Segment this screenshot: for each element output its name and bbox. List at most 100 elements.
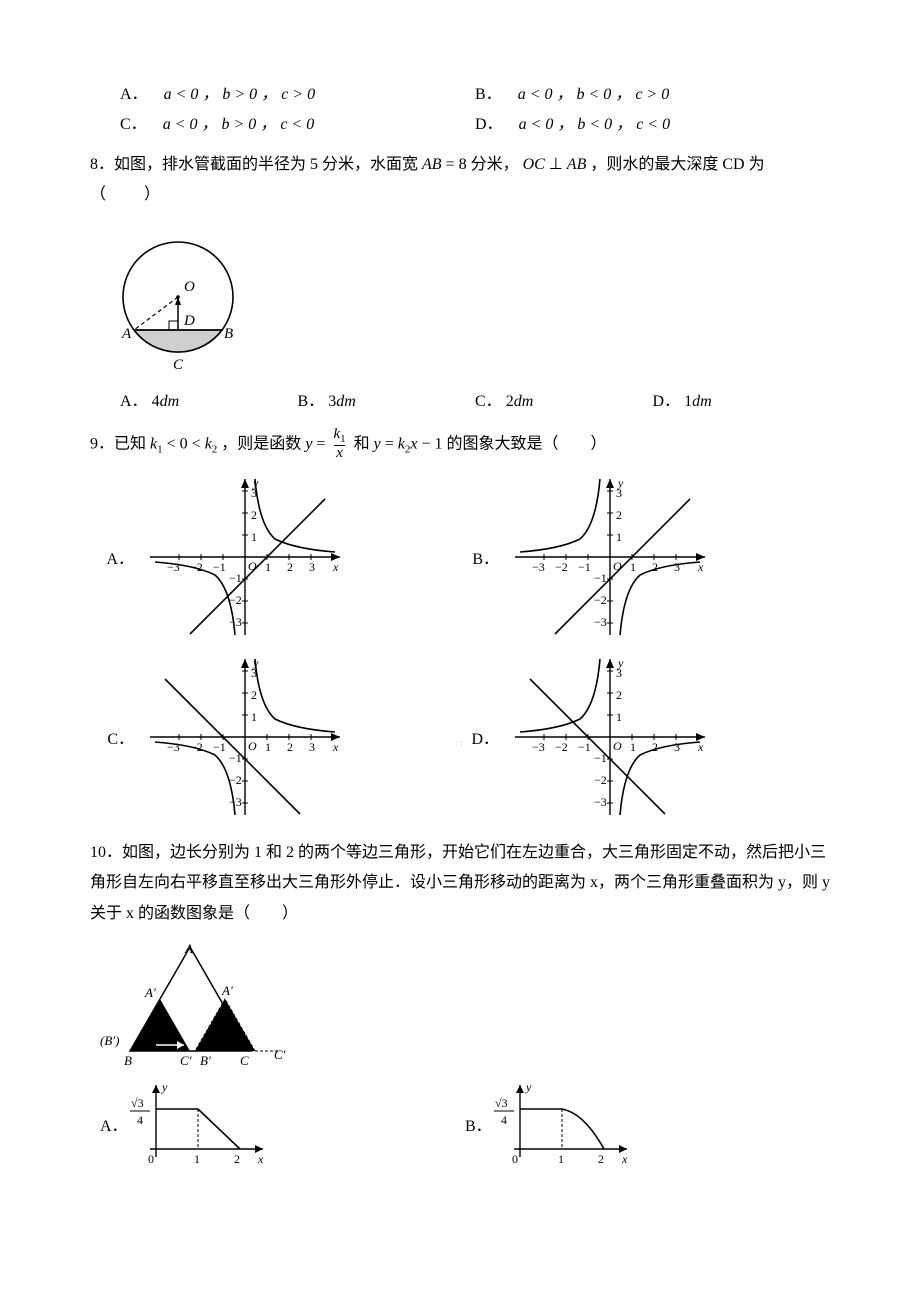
q9-A-svg: −3−2−1 123 123 −1−2−3 xy O bbox=[140, 472, 350, 642]
svg-text:1: 1 bbox=[558, 1152, 564, 1166]
q8-ab2: AB bbox=[567, 156, 587, 173]
q8-mid: 分米， bbox=[467, 156, 523, 173]
svg-text:2: 2 bbox=[287, 740, 293, 754]
svg-text:B′: B′ bbox=[200, 1053, 211, 1068]
svg-text:y: y bbox=[161, 1080, 168, 1094]
svg-text:2: 2 bbox=[598, 1152, 604, 1166]
svg-text:1: 1 bbox=[251, 710, 257, 724]
q9-C-lbl: C． bbox=[100, 725, 134, 749]
svg-text:−1: −1 bbox=[578, 740, 591, 754]
q9-D-lbl: D． bbox=[465, 725, 499, 749]
svg-text:0: 0 bbox=[512, 1152, 518, 1166]
lbl-D: D bbox=[183, 313, 195, 329]
q8-abval: 8 bbox=[459, 156, 467, 173]
q7-opt-c: C． a < 0 ， b > 0 ， c < 0 bbox=[120, 110, 475, 134]
svg-text:−1: −1 bbox=[594, 571, 607, 585]
lbl-C: C bbox=[173, 357, 184, 373]
svg-text:−3: −3 bbox=[229, 795, 242, 809]
lbl-A: A bbox=[121, 326, 132, 342]
lbl-B: B bbox=[224, 326, 233, 342]
q9-mid1: ，则是函数 bbox=[217, 435, 305, 452]
q8-post: ，则水的最大深度 CD 为 bbox=[586, 156, 764, 173]
svg-text:−3: −3 bbox=[167, 560, 180, 574]
svg-text:2: 2 bbox=[652, 560, 658, 574]
svg-text:1: 1 bbox=[630, 740, 636, 754]
circle-diagram: O D A B C bbox=[98, 225, 258, 375]
svg-text:−1: −1 bbox=[229, 571, 242, 585]
svg-text:1: 1 bbox=[265, 560, 271, 574]
q10-A-lbl: A． bbox=[100, 1112, 128, 1136]
svg-text:3: 3 bbox=[674, 560, 680, 574]
q8-num: 8． bbox=[90, 156, 114, 173]
q9-num: 9． bbox=[90, 435, 114, 452]
svg-text:3: 3 bbox=[309, 740, 315, 754]
svg-text:(B′): (B′) bbox=[100, 1033, 119, 1048]
svg-text:2: 2 bbox=[251, 508, 257, 522]
svg-text:A: A bbox=[184, 941, 193, 956]
q9-B-svg: −3−2−1123123−1−2−3xyO bbox=[505, 472, 715, 642]
q9-D-svg: −3−2−1123123−1−2−3xyO bbox=[505, 652, 715, 822]
q8-a-v: 4dm bbox=[152, 393, 180, 410]
q7-a-text: a < 0 ， b > 0 ， c > 0 bbox=[164, 86, 316, 103]
svg-text:2: 2 bbox=[652, 740, 658, 754]
svg-text:−3: −3 bbox=[594, 795, 607, 809]
q9-A: A． −3−2−1 123 123 −1−2−3 xy O bbox=[100, 472, 465, 642]
q9-graphs: A． −3−2−1 123 123 −1−2−3 xy O bbox=[90, 472, 830, 832]
svg-text:−3: −3 bbox=[594, 615, 607, 629]
svg-text:1: 1 bbox=[630, 560, 636, 574]
svg-text:−1: −1 bbox=[213, 560, 226, 574]
q7-c-text: a < 0 ， b > 0 ， c < 0 bbox=[163, 116, 315, 133]
svg-text:1: 1 bbox=[616, 530, 622, 544]
ol-A: A． bbox=[120, 393, 148, 410]
q7-options-cd: C． a < 0 ， b > 0 ， c < 0 D． a < 0 ， b < … bbox=[90, 110, 830, 134]
q10-B-lbl: B． bbox=[465, 1112, 492, 1136]
q8-paren: （ ） bbox=[90, 186, 162, 203]
svg-text:2: 2 bbox=[234, 1152, 240, 1166]
q8-c: C． 2dm bbox=[475, 387, 653, 411]
triangles-diagram: A A′ A′ (B′) B C′ B′ C C′ bbox=[100, 941, 300, 1071]
q8-blank: （ ） bbox=[90, 180, 830, 210]
svg-text:y: y bbox=[617, 656, 624, 670]
q8-b: B． 3dm bbox=[298, 387, 476, 411]
svg-text:−3: −3 bbox=[229, 615, 242, 629]
q8-ab: AB bbox=[422, 156, 442, 173]
svg-text:−1: −1 bbox=[213, 740, 226, 754]
svg-text:2: 2 bbox=[616, 508, 622, 522]
svg-text:√3: √3 bbox=[495, 1096, 508, 1110]
q8-c-v: 2dm bbox=[506, 393, 534, 410]
q9-B: B． −3−2−1123123−1−2−3xyO bbox=[465, 472, 830, 642]
q10-figure: A A′ A′ (B′) B C′ B′ C C′ bbox=[100, 941, 830, 1071]
svg-text:y: y bbox=[525, 1080, 532, 1094]
q8-options: A． 4dm B． 3dm C． 2dm D． 1dm bbox=[90, 387, 830, 411]
svg-text:A′: A′ bbox=[144, 985, 156, 1000]
q10-stem: 10．如图，边长分别为 1 和 2 的两个等边三角形，开始它们在左边重合，大三角… bbox=[90, 838, 830, 929]
q8-pre: 如图，排水管截面的半径为 5 分米，水面宽 bbox=[114, 156, 422, 173]
q9-post: 的图象大致是（ ） bbox=[443, 435, 607, 452]
svg-text:C′: C′ bbox=[274, 1047, 286, 1062]
q8-oc: OC bbox=[523, 156, 545, 173]
q7-d-text: a < 0 ， b < 0 ， c < 0 bbox=[519, 116, 671, 133]
q7-opt-d: D． a < 0 ， b < 0 ， c < 0 bbox=[475, 110, 830, 134]
lbl-O: O bbox=[184, 279, 195, 295]
q9-frac-den: x bbox=[334, 445, 345, 462]
q8-d: D． 1dm bbox=[653, 387, 831, 411]
svg-text:−3: −3 bbox=[532, 560, 545, 574]
svg-text:1: 1 bbox=[616, 710, 622, 724]
svg-text:1: 1 bbox=[265, 740, 271, 754]
q10-num: 10． bbox=[90, 844, 122, 861]
page: A． a < 0 ， b > 0 ， c > 0 B． a < 0 ， b < … bbox=[0, 0, 920, 1302]
svg-text:A′: A′ bbox=[221, 983, 233, 998]
opt-label-d: D． bbox=[475, 116, 503, 133]
q9-C-svg: −3−2−1123123−1−2−3xyO bbox=[140, 652, 350, 822]
svg-text:3: 3 bbox=[309, 560, 315, 574]
opt-label-b: B． bbox=[475, 86, 502, 103]
q7-options-ab: A． a < 0 ， b > 0 ， c > 0 B． a < 0 ， b < … bbox=[90, 80, 830, 104]
svg-text:√3: √3 bbox=[131, 1096, 144, 1110]
svg-text:C: C bbox=[240, 1053, 249, 1068]
q9-B-lbl: B． bbox=[465, 545, 499, 569]
q10-text: 如图，边长分别为 1 和 2 的两个等边三角形，开始它们在左边重合，大三角形固定… bbox=[90, 844, 830, 922]
svg-text:1: 1 bbox=[194, 1152, 200, 1166]
q10-B-svg: √3 4 0 1 2 x y bbox=[492, 1079, 642, 1169]
svg-text:1: 1 bbox=[251, 530, 257, 544]
q8-figure: O D A B C bbox=[98, 225, 830, 375]
